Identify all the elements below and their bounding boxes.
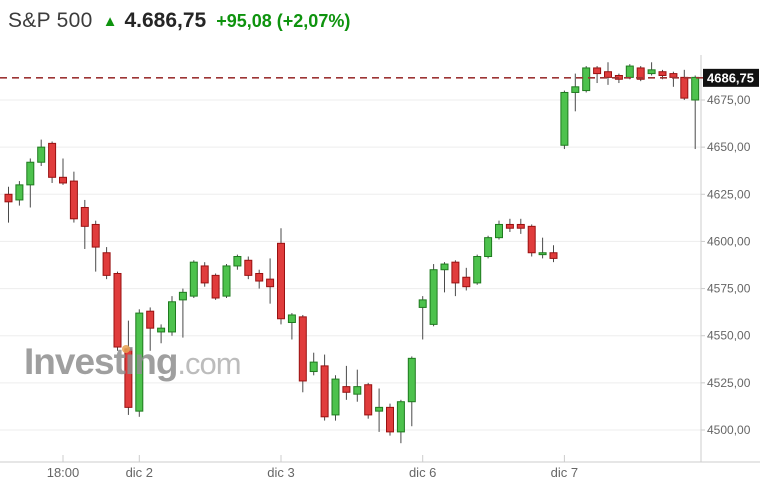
x-axis-label: dic 6 bbox=[409, 465, 436, 480]
candle-up bbox=[418, 299, 427, 308]
candle-down bbox=[113, 272, 122, 348]
candle-up bbox=[135, 312, 144, 412]
candle-down bbox=[505, 223, 514, 229]
x-axis-label: dic 7 bbox=[551, 465, 578, 480]
candle-down bbox=[146, 310, 155, 329]
y-axis-label: 4600,00 bbox=[707, 234, 751, 248]
x-axis-label: dic 3 bbox=[267, 465, 294, 480]
last-price: 4.686,75 bbox=[124, 9, 207, 32]
candle-up bbox=[233, 256, 242, 267]
y-axis-label: 4650,00 bbox=[707, 140, 751, 154]
candle-down bbox=[266, 278, 275, 288]
y-axis-label: 4625,00 bbox=[707, 187, 751, 201]
candle-down bbox=[244, 259, 253, 276]
candle-down bbox=[80, 206, 89, 227]
candle-up bbox=[15, 184, 24, 201]
candle-up bbox=[37, 146, 46, 163]
candle-down bbox=[320, 365, 329, 418]
candle-down bbox=[48, 142, 57, 178]
candle-down bbox=[102, 252, 111, 276]
candle-up bbox=[625, 65, 634, 78]
candle-up bbox=[538, 252, 547, 256]
candle-down bbox=[364, 384, 373, 416]
x-axis-label: 18:00 bbox=[47, 465, 80, 480]
candle-up bbox=[396, 401, 405, 433]
candle-down bbox=[59, 176, 67, 184]
candle-down bbox=[277, 242, 285, 320]
candle-down bbox=[4, 193, 13, 203]
quote-header: S&P 500 ▲ 4.686,75 +95,08 (+2,07%) bbox=[8, 8, 350, 34]
last-price-badge-label: 4686,75 bbox=[707, 70, 754, 85]
candle-down bbox=[669, 73, 678, 78]
candle-up bbox=[178, 291, 187, 301]
symbol-name: S&P 500 bbox=[8, 9, 93, 32]
y-axis-label: 4675,00 bbox=[707, 93, 751, 107]
candle-up bbox=[407, 357, 416, 403]
candle-up bbox=[440, 263, 449, 271]
candle-down bbox=[636, 67, 645, 80]
candle-up bbox=[691, 76, 700, 101]
candle-up bbox=[582, 67, 591, 92]
price-change: +95,08 (+2,07%) bbox=[216, 10, 351, 31]
candle-down bbox=[386, 406, 394, 433]
candle-up bbox=[647, 69, 656, 75]
candle-up bbox=[473, 256, 482, 284]
candle-up bbox=[429, 269, 438, 325]
candle-up bbox=[26, 161, 35, 186]
candle-up bbox=[353, 386, 362, 395]
candle-up bbox=[189, 261, 198, 297]
candle-up bbox=[168, 301, 176, 333]
candle-down bbox=[527, 225, 536, 254]
candle-down bbox=[516, 223, 525, 229]
candle-up bbox=[287, 314, 296, 324]
candle-up bbox=[571, 86, 580, 93]
last-price-badge bbox=[703, 68, 759, 87]
candle-up bbox=[375, 406, 384, 412]
y-axis-label: 4525,00 bbox=[707, 376, 751, 390]
up-arrow-icon: ▲ bbox=[102, 12, 118, 30]
candle-down bbox=[91, 223, 100, 248]
candle-down bbox=[342, 386, 351, 393]
y-axis-label: 4550,00 bbox=[707, 329, 751, 343]
candle-up bbox=[222, 265, 231, 297]
candle-down bbox=[69, 180, 78, 220]
candle-down bbox=[549, 252, 558, 259]
candle-down bbox=[451, 261, 460, 284]
candle-down bbox=[680, 76, 689, 99]
candle-down bbox=[298, 316, 307, 382]
candle-up bbox=[560, 91, 569, 146]
candle-down bbox=[604, 71, 612, 78]
candle-up bbox=[495, 223, 503, 239]
candle-up bbox=[484, 237, 493, 258]
candle-down bbox=[124, 348, 133, 408]
candle-down bbox=[200, 265, 209, 284]
candle-down bbox=[462, 276, 471, 288]
x-axis-label: dic 2 bbox=[126, 465, 153, 480]
candle-up bbox=[309, 361, 318, 373]
y-axis-label: 4500,00 bbox=[707, 423, 751, 437]
candle-up bbox=[157, 327, 166, 333]
candle-down bbox=[658, 71, 667, 76]
y-axis-label: 4575,00 bbox=[707, 282, 751, 296]
candle-down bbox=[255, 272, 264, 282]
candle-down bbox=[211, 274, 220, 299]
candle-up bbox=[331, 378, 340, 416]
candle-down bbox=[593, 67, 602, 75]
